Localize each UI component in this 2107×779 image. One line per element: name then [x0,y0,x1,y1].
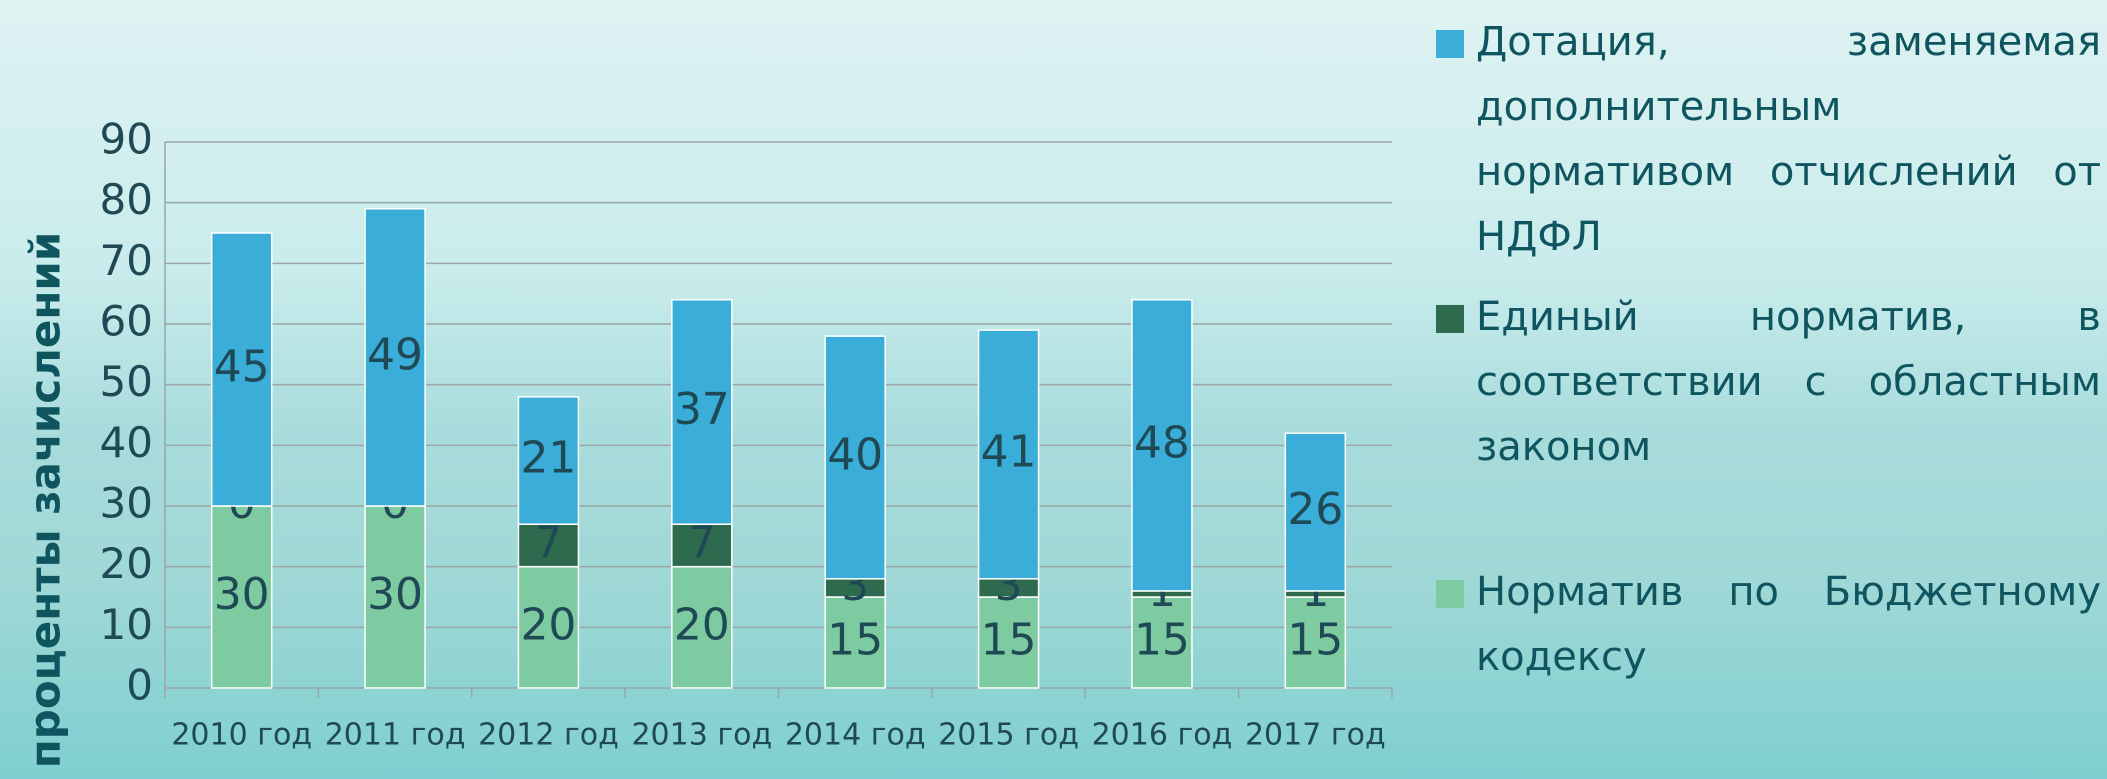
bar-segment [671,565,733,689]
legend-item: Норматив по Бюджетному кодексу [1436,560,2101,690]
data-label: 49 [367,329,423,380]
bar-segment [1284,596,1347,689]
legend-swatch [1436,305,1464,333]
x-tick-label: 2012 год [478,718,619,753]
bar-segment [977,596,1040,689]
data-label: 21 [520,433,576,484]
data-label: 30 [367,569,423,620]
bar-segment [364,207,426,507]
y-tick-label: 10 [100,600,153,649]
bar-segment [517,565,580,689]
legend-item: Единый норматив, в соответствии с област… [1436,285,2101,480]
x-tick-label: 2017 год [1245,718,1386,753]
data-label: 40 [827,429,883,480]
y-tick-label: 80 [100,175,153,224]
bar-segment [671,298,733,525]
legend-label: Норматив по Бюджетному кодексу [1476,569,2101,680]
data-label: 20 [674,599,730,650]
y-tick-label: 50 [100,357,153,406]
data-label: 15 [981,615,1037,666]
x-tick-label: 2013 год [631,718,772,753]
data-label: 15 [827,615,883,666]
x-tick-label: 2010 год [171,718,312,753]
y-tick-label: 90 [100,115,153,164]
y-tick-label: 0 [126,661,153,710]
data-label: 45 [214,342,270,393]
bar-segment [1131,298,1193,592]
x-tick-label: 2015 год [938,718,1079,753]
y-tick-label: 30 [100,479,153,528]
y-tick-label: 20 [100,539,153,588]
data-label: 37 [674,384,730,435]
legend-label: Дотация, заменяемая дополнительным норма… [1476,19,2101,260]
bar-segment [517,396,580,525]
legend-item: Дотация, заменяемая дополнительным норма… [1436,10,2101,270]
data-label: 15 [1134,615,1190,666]
data-label: 15 [1287,615,1343,666]
bar-segment [1284,432,1347,592]
bar-segment [671,523,733,568]
bar-segment [824,596,886,689]
y-tick-label: 40 [100,418,153,467]
bar-segment [364,505,426,689]
x-tick-label: 2011 год [325,718,466,753]
legend-swatch [1436,580,1464,608]
bar-segment [210,505,273,689]
data-label: 7 [688,517,716,568]
bar-segment [210,232,273,507]
bar-segment [977,329,1040,580]
data-label: 7 [534,517,562,568]
bar-segment [1131,596,1193,689]
y-tick-label: 70 [100,236,153,285]
y-tick-label: 60 [100,297,153,346]
bar-segment [824,335,886,580]
data-label: 20 [520,599,576,650]
data-label: 26 [1287,484,1343,535]
y-axis-title: проценты зачислений [21,232,70,769]
data-label: 48 [1134,417,1190,468]
x-tick-label: 2014 год [785,718,926,753]
x-tick-label: 2016 год [1092,718,1233,753]
data-label: 41 [981,426,1037,477]
legend-swatch [1436,30,1464,58]
legend-label: Единый норматив, в соответствии с област… [1476,294,2101,470]
data-label: 30 [214,569,270,620]
